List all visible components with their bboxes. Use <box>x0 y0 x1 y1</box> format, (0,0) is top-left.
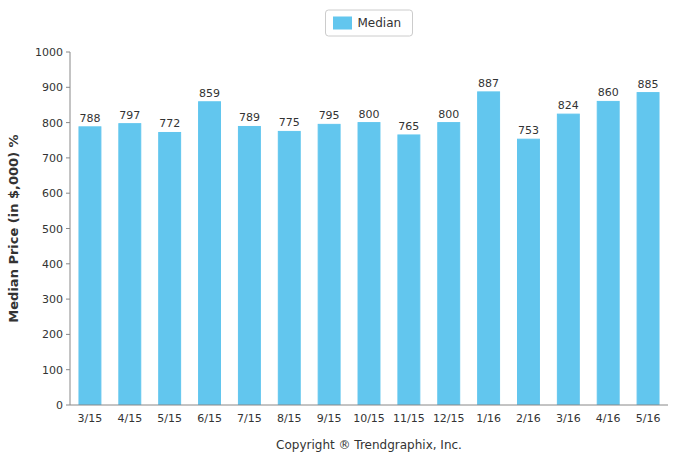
data-label: 795 <box>319 109 340 122</box>
x-tick-label: 7/15 <box>237 412 262 425</box>
x-axis-label: Copyright ® Trendgraphix, Inc. <box>276 438 462 452</box>
data-label: 797 <box>119 109 140 122</box>
bar <box>159 132 181 405</box>
data-label: 788 <box>79 112 100 125</box>
x-tick-label: 8/15 <box>277 412 302 425</box>
data-label: 789 <box>239 111 260 124</box>
bar <box>557 114 579 405</box>
x-tick-label: 9/15 <box>317 412 342 425</box>
y-tick-label: 700 <box>42 152 63 165</box>
y-tick <box>66 334 70 335</box>
x-tick-label: 5/15 <box>157 412 182 425</box>
y-tick-label: 0 <box>56 399 63 412</box>
bar <box>398 135 420 405</box>
bar <box>637 93 659 405</box>
y-tick-label: 400 <box>42 258 63 271</box>
data-label: 824 <box>558 99 579 112</box>
bar <box>438 123 460 405</box>
legend-label: Median <box>358 16 402 30</box>
legend-swatch <box>334 17 352 29</box>
y-tick-label: 500 <box>42 223 63 236</box>
y-tick <box>66 369 70 370</box>
data-label: 765 <box>398 120 419 133</box>
legend: Median <box>326 10 413 36</box>
data-label: 772 <box>159 117 180 130</box>
bar <box>478 92 500 405</box>
y-tick <box>66 263 70 264</box>
y-tick <box>66 157 70 158</box>
y-tick-label: 1000 <box>35 46 63 59</box>
bar <box>199 102 221 405</box>
y-tick-label: 300 <box>42 293 63 306</box>
x-tick-label: 5/16 <box>636 412 661 425</box>
x-tick-label: 12/15 <box>433 412 465 425</box>
page: {"chart_data": {"type": "bar", "xlabel":… <box>0 0 686 467</box>
y-tick <box>66 52 70 53</box>
y-axis-label: Median Price (in $,000) % <box>6 134 21 322</box>
x-tick-label: 4/16 <box>596 412 621 425</box>
data-label: 887 <box>478 77 499 90</box>
x-tick-label: 11/15 <box>393 412 425 425</box>
bar <box>518 139 540 405</box>
y-tick <box>66 228 70 229</box>
bar <box>278 131 300 405</box>
y-tick-label: 600 <box>42 187 63 200</box>
x-tick-label: 6/15 <box>197 412 222 425</box>
bar <box>597 101 619 405</box>
bar <box>119 124 141 405</box>
data-label: 859 <box>199 87 220 100</box>
y-tick <box>66 193 70 194</box>
bar <box>318 124 340 405</box>
x-tick-label: 3/15 <box>78 412 103 425</box>
bar <box>238 126 260 405</box>
legend-frame <box>326 10 413 36</box>
x-tick-label: 3/16 <box>556 412 581 425</box>
y-tick <box>66 405 70 406</box>
bar <box>358 123 380 405</box>
bars <box>79 92 659 405</box>
y-tick-label: 900 <box>42 81 63 94</box>
y-tick <box>66 299 70 300</box>
chart-svg: 788 797 772 859 789 775 795 800 765 800 887 753 824 8… <box>0 0 686 467</box>
y-tick <box>66 122 70 123</box>
bar <box>79 127 101 405</box>
x-tick-label: 1/16 <box>476 412 501 425</box>
y-tick-label: 100 <box>42 364 63 377</box>
data-label: 800 <box>438 108 459 121</box>
data-label: 775 <box>279 116 300 129</box>
data-label: 753 <box>518 124 539 137</box>
y-tick-label: 800 <box>42 117 63 130</box>
data-label: 800 <box>359 108 380 121</box>
x-tick-label: 10/15 <box>353 412 385 425</box>
x-tick-label: 2/16 <box>516 412 541 425</box>
y-tick-label: 200 <box>42 328 63 341</box>
data-label: 885 <box>638 78 659 91</box>
chart-container: 788 797 772 859 789 775 795 800 765 800 887 753 824 8… <box>0 0 686 467</box>
x-axis-line <box>70 405 668 406</box>
y-tick <box>66 87 70 88</box>
data-labels: 788 797 772 859 789 775 795 800 765 800 887 753 824 8… <box>79 77 658 137</box>
axes: 0 100 200 300 400 500 600 700 800 900 1000 3/15 4/15… <box>35 46 668 425</box>
data-label: 860 <box>598 86 619 99</box>
x-tick-label: 4/15 <box>117 412 142 425</box>
